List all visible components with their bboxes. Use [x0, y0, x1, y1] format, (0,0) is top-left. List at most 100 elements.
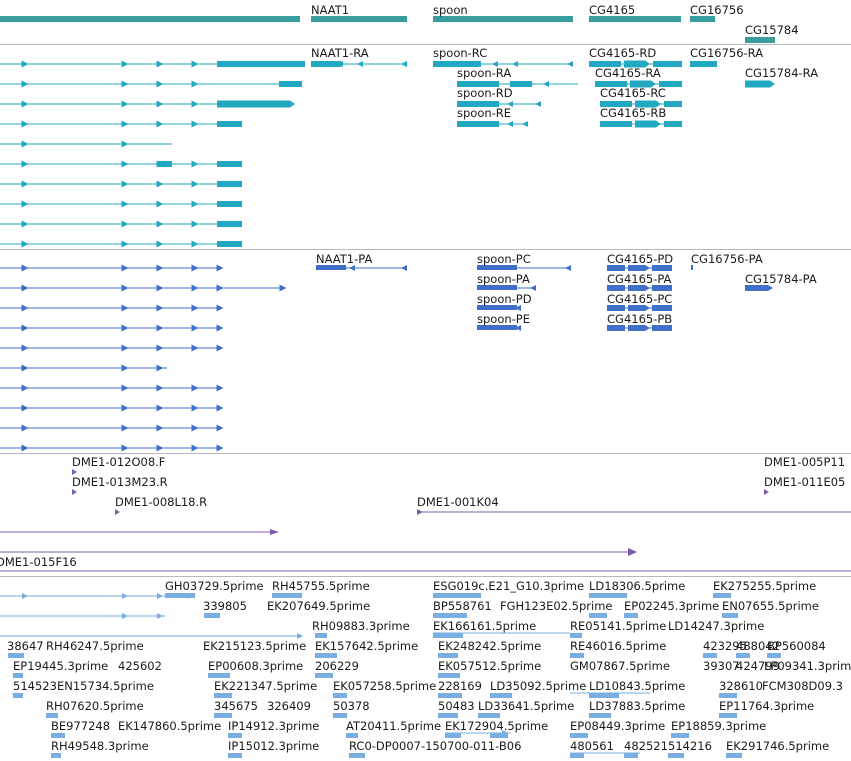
strand-arrow-right[interactable]	[191, 160, 199, 168]
est-label[interactable]: 480561	[570, 739, 614, 753]
strand-arrow-right[interactable]	[121, 424, 129, 432]
exon-block[interactable]	[217, 181, 242, 187]
exon-block[interactable]	[478, 713, 500, 718]
strand-arrow-right[interactable]	[121, 120, 129, 128]
est-label[interactable]: EP00608.3prime	[208, 659, 304, 673]
strand-arrow-right[interactable]	[21, 120, 29, 128]
transcript-label[interactable]: spoon-RD	[457, 86, 513, 100]
exon-block[interactable]	[438, 673, 460, 678]
protein-label[interactable]: CG4165-PD	[607, 252, 674, 266]
exon-block[interactable]	[510, 81, 532, 87]
est-label[interactable]: RH49548.3prime	[51, 739, 149, 753]
exon-block[interactable]	[349, 753, 365, 758]
est-label[interactable]: RH09883.3prime	[312, 619, 410, 633]
exon-block[interactable]	[13, 673, 23, 678]
exon-block[interactable]	[652, 305, 672, 311]
exon-block[interactable]	[457, 81, 499, 87]
strand-arrow-left[interactable]	[317, 61, 323, 67]
est-label[interactable]: EP19445.3prime	[13, 659, 109, 673]
est-label[interactable]: EK248242.5prime	[438, 639, 542, 653]
strand-arrow-right[interactable]	[156, 404, 164, 412]
exon-block[interactable]	[279, 81, 302, 87]
est-label[interactable]: LD14247.3prime	[668, 619, 765, 633]
est-label[interactable]: FCM308D09.3	[762, 679, 843, 693]
exon-block[interactable]	[664, 101, 682, 107]
clone-end-marker[interactable]	[764, 489, 769, 495]
est-label[interactable]: IP15012.3prime	[228, 739, 320, 753]
protein-label[interactable]: CG4165-PB	[607, 312, 673, 326]
exon-block[interactable]	[600, 121, 632, 127]
transcript-label[interactable]: CG4165-RC	[600, 86, 666, 100]
strand-arrow-left[interactable]	[507, 101, 513, 107]
est-label[interactable]: RE46016.5prime	[570, 639, 667, 653]
exon-block[interactable]	[477, 285, 517, 290]
clone-end-marker[interactable]	[72, 489, 77, 495]
strand-arrow-right[interactable]	[191, 444, 199, 452]
strand-arrow-right[interactable]	[156, 284, 164, 292]
strand-arrow-right[interactable]	[156, 444, 164, 452]
est-label[interactable]: 423295	[703, 639, 747, 653]
exon-block[interactable]	[315, 653, 337, 658]
strand-arrow-right[interactable]	[121, 264, 129, 272]
strand-arrow-right[interactable]	[191, 344, 199, 352]
strand-arrow-left[interactable]	[522, 121, 528, 127]
strand-arrow-left[interactable]	[543, 81, 549, 87]
est-label[interactable]: EK157642.5prime	[315, 639, 419, 653]
exon-block[interactable]	[767, 653, 781, 658]
exon-block[interactable]	[272, 593, 302, 598]
strand-arrow-right[interactable]	[156, 80, 164, 88]
exon-arrow-block[interactable]	[745, 285, 773, 291]
clone-label[interactable]: DME1-008L18.R	[115, 495, 208, 509]
strand-arrow-right[interactable]	[121, 444, 129, 452]
est-label[interactable]: 328610	[719, 679, 763, 693]
exon-block[interactable]	[652, 265, 672, 271]
strand-arrow-right[interactable]	[157, 613, 163, 619]
strand-arrow-right[interactable]	[21, 404, 29, 412]
strand-arrow-right[interactable]	[191, 264, 199, 272]
exon-arrow-block[interactable]	[628, 305, 650, 311]
strand-arrow-left[interactable]	[492, 61, 498, 67]
exon-block[interactable]	[217, 201, 242, 207]
strand-arrow-right[interactable]	[21, 304, 29, 312]
protein-label[interactable]: CG4165-PC	[607, 292, 673, 306]
strand-arrow-right[interactable]	[156, 384, 164, 392]
exon-block[interactable]	[477, 325, 517, 330]
exon-block[interactable]	[315, 633, 327, 638]
gene-label[interactable]: NAAT1	[311, 3, 350, 17]
strand-arrow-right[interactable]	[191, 304, 199, 312]
exon-block[interactable]	[722, 613, 738, 618]
exon-block[interactable]	[589, 16, 681, 22]
strand-arrow-left[interactable]	[337, 61, 343, 67]
clone-label[interactable]: DME1-013M23.R	[72, 475, 168, 489]
est-label[interactable]: EN15734.5prime	[57, 679, 154, 693]
exon-block[interactable]	[595, 81, 627, 87]
strand-arrow-right[interactable]	[216, 424, 224, 432]
exon-arrow-block[interactable]	[628, 325, 650, 331]
exon-block[interactable]	[46, 713, 58, 718]
exon-block[interactable]	[745, 37, 775, 43]
est-label[interactable]: RE05141.5prime	[570, 619, 667, 633]
est-label[interactable]: 345675	[214, 699, 258, 713]
strand-arrow-left[interactable]	[567, 61, 573, 67]
exon-block[interactable]	[433, 613, 467, 618]
clone-end-marker[interactable]	[270, 529, 279, 535]
exon-block[interactable]	[438, 713, 458, 718]
strand-arrow-right[interactable]	[122, 593, 128, 599]
exon-block[interactable]	[217, 241, 242, 247]
clone-label[interactable]: DME1-015F16	[0, 555, 77, 569]
strand-arrow-right[interactable]	[156, 240, 164, 248]
est-label[interactable]: IP14912.3prime	[228, 719, 320, 733]
strand-arrow-right[interactable]	[21, 364, 29, 372]
exon-block[interactable]	[490, 733, 508, 738]
exon-block[interactable]	[589, 693, 619, 698]
strand-arrow-right[interactable]	[156, 60, 164, 68]
exon-block[interactable]	[719, 713, 737, 718]
exon-block[interactable]	[8, 653, 24, 658]
transcript-label[interactable]: CG4165-RB	[600, 106, 667, 120]
exon-arrow-block[interactable]	[630, 80, 656, 88]
strand-arrow-right[interactable]	[21, 200, 29, 208]
exon-arrow-block[interactable]	[624, 60, 650, 68]
strand-arrow-right[interactable]	[22, 593, 28, 599]
est-label[interactable]: GM07867.5prime	[570, 659, 670, 673]
strand-arrow-right[interactable]	[191, 220, 199, 228]
